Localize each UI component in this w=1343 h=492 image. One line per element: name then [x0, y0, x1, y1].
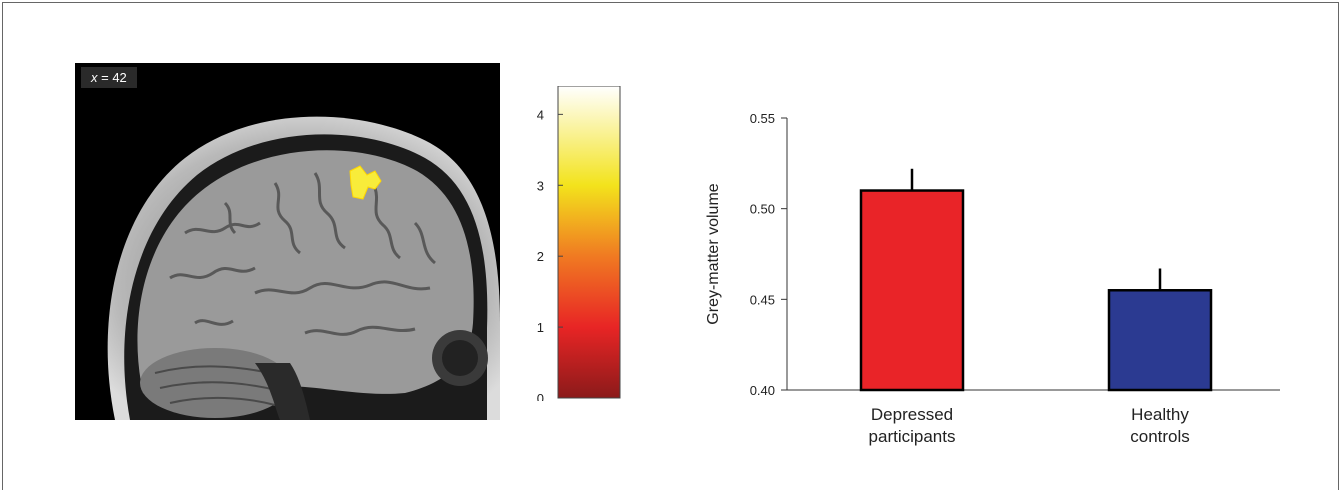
slice-coordinate-label: x = 42 — [81, 67, 137, 88]
bar — [1107, 289, 1213, 392]
y-tick-label: 0.50 — [750, 202, 775, 217]
colorbar-tick-label: 3 — [537, 178, 544, 193]
y-tick-label: 0.45 — [750, 292, 775, 307]
bar-chart: 0.40 0.45 0.50 0.55 Grey-matter volume Depres… — [690, 100, 1290, 475]
bar — [859, 189, 965, 392]
colorbar-svg: 0 1 2 3 4 — [537, 86, 621, 401]
bar-chart-svg: 0.40 0.45 0.50 0.55 Grey-matter volume Depres… — [705, 111, 1280, 446]
brain-slice-image: x = 42 — [75, 63, 500, 420]
x-tick-label: controls — [1130, 427, 1190, 446]
colorbar-tick-label: 2 — [537, 249, 544, 264]
colorbar-tick-label: 4 — [537, 107, 544, 122]
y-tick-label: 0.40 — [750, 383, 775, 398]
x-tick-label: Healthy — [1131, 405, 1189, 424]
y-tick-label: 0.55 — [750, 111, 775, 126]
colorbar: 0 1 2 3 4 — [520, 86, 630, 401]
y-axis-label: Grey-matter volume — [705, 183, 722, 324]
colorbar-tick-label: 0 — [537, 391, 544, 401]
x-tick-label: Depressed — [871, 405, 953, 424]
x-tick-label: participants — [869, 427, 956, 446]
colorbar-tick-label: 1 — [537, 320, 544, 335]
colorbar-gradient — [557, 86, 621, 399]
